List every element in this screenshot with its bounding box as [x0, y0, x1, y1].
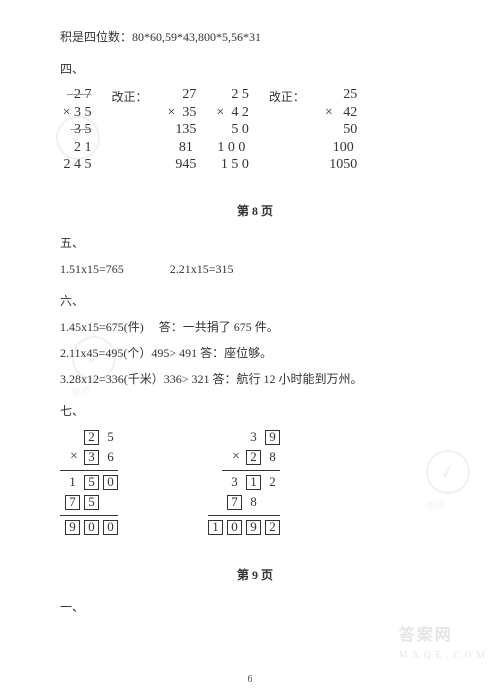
top-text: 积是四位数：80*60,59*43,800*5,56*31 [60, 28, 450, 46]
correction-label-2: 改正： [269, 86, 305, 106]
watermark-site-url: M X Q E . C O M [399, 648, 486, 663]
q5b: 2.21x15=315 [170, 262, 234, 276]
page-8-title: 第 8 页 [60, 202, 450, 220]
calc-row: 2 7 × 3 5 3 5 2 1 2 4 5 改正： 27 × 35 135 … [60, 86, 450, 174]
boxed-problems: 25×3615075900 39×28312781092 [60, 428, 450, 538]
q5a: 1.51x15=765 [60, 262, 124, 276]
section-1-label: 一、 [60, 598, 450, 616]
calc-c-wrong: 2 5 × 4 2 5 0 1 0 0 1 5 0 [216, 86, 248, 174]
calc-a-wrong: 2 7 × 3 5 3 5 2 1 2 4 5 [60, 86, 92, 174]
q5-row: 1.51x15=765 2.21x15=315 [60, 260, 450, 278]
calc-b-corrected: 27 × 35 135 81 945 [168, 86, 197, 174]
boxed-left: 25×3615075900 [60, 428, 118, 538]
q6-2: 2.11x45=495(个）495> 491 答：座位够。 [60, 344, 450, 362]
section-7-label: 七、 [60, 402, 450, 420]
correction-label-1: 改正： [112, 86, 148, 106]
q6-3: 3.28x12=336(千米）336> 321 答：航行 12 小时能到万州。 [60, 370, 450, 388]
watermark-site: 答案网 M X Q E . C O M [399, 624, 486, 663]
q6-1: 1.45x15=675(件) 答：一共捐了 675 件。 [60, 318, 450, 336]
page-9-title: 第 9 页 [60, 566, 450, 584]
page-number: 6 [0, 672, 500, 687]
section-5-label: 五、 [60, 234, 450, 252]
section-4-label: 四、 [60, 60, 450, 78]
boxed-right: 39×28312781092 [208, 428, 280, 538]
section-6-label: 六、 [60, 292, 450, 310]
calc-d-corrected: 25 × 42 50 100 1050 [325, 86, 357, 174]
watermark-site-name: 答案网 [399, 624, 486, 648]
